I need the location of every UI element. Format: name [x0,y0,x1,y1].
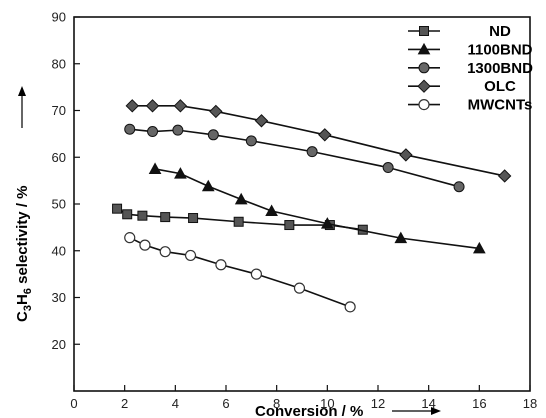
data-point-nd [112,203,123,214]
series-olc [125,99,512,183]
y-tick-label: 30 [52,290,66,305]
data-point-nd [188,213,199,224]
axis-ticks: 0 2 4 6 8 10 12 14 16 18 20 30 40 50 60 70 80 90 [52,10,538,412]
data-point-mwcnts [184,249,197,262]
data-point-1100bnd [201,179,215,192]
data-point-1300bnd [207,129,219,141]
series-1100bnd [148,162,486,254]
series-mwcnts [124,232,356,313]
x-tick-label: 10 [320,396,334,411]
y-label-mid: H [14,294,31,305]
data-point-1300bnd [453,181,465,193]
y-tick-label: 80 [52,56,66,71]
legend-marker-olc [417,79,431,93]
legend-marker-mwcnts [418,98,430,111]
y-tick-label: 20 [52,337,66,352]
series-1300bnd [124,123,465,193]
data-point-olc [497,169,512,183]
series-line-olc [132,105,505,177]
data-point-1100bnd [472,241,486,254]
x-tick-label: 16 [472,396,486,411]
y-label-sub2: 6 [22,288,34,294]
data-point-mwcnts [159,246,171,258]
y-label-prefix: C [14,311,31,322]
data-point-nd [122,209,133,220]
y-axis-label: C3H6 selectivity / % [14,186,34,323]
data-point-mwcnts [344,301,356,313]
y-label-sub1: 3 [22,305,34,311]
data-point-olc [209,104,223,119]
data-point-olc [399,148,413,162]
data-point-nd [284,220,295,231]
data-point-1100bnd [234,192,248,205]
legend-label-nd: ND [489,23,511,40]
legend-marker-nd [419,26,429,36]
data-point-1100bnd [320,217,334,229]
x-tick-label: 12 [371,396,385,411]
y-tick-label: 90 [52,10,66,25]
data-point-1100bnd [174,167,187,179]
data-point-olc [318,128,332,142]
data-point-olc [254,114,269,128]
legend-item-mwcnts: MWCNTs [408,97,532,114]
data-point-1100bnd [148,162,162,174]
legend-marker-1100bnd [417,42,431,55]
data-point-nd [233,216,244,227]
x-tick-label: 14 [421,396,435,411]
data-point-1300bnd [382,162,394,174]
data-point-olc [173,99,188,113]
legend-item-1300bnd: 1300BND [408,60,533,77]
legend-item-olc: OLC [408,78,516,95]
x-axis-arrow [392,407,441,415]
data-point-mwcnts [124,232,136,244]
data-point-nd [137,210,148,221]
data-point-mwcnts [139,239,151,251]
x-tick-label: 4 [172,396,179,411]
series-layer [112,99,512,313]
x-tick-label: 0 [70,396,77,411]
data-point-olc [145,99,160,113]
data-point-1300bnd [172,124,184,136]
data-point-1300bnd [124,123,136,135]
legend-label-olc: OLC [484,78,516,95]
y-tick-label: 60 [52,150,66,165]
series-line-1100bnd [154,168,480,250]
legend-label-1300bnd: 1300BND [467,60,533,77]
data-point-mwcnts [293,282,306,294]
series-nd [112,203,368,235]
data-point-mwcnts [250,268,262,280]
data-point-mwcnts [215,259,227,271]
x-tick-label: 18 [523,396,537,411]
legend-label-1100bnd: 1100BND [467,41,532,58]
x-axis-label: Conversion / % [255,403,363,418]
data-point-olc [125,99,139,113]
data-point-1300bnd [245,135,257,147]
x-tick-label: 2 [121,396,128,411]
y-tick-label: 40 [52,243,66,258]
x-tick-label: 8 [273,396,280,411]
legend-label-mwcnts: MWCNTs [468,97,533,114]
data-point-1300bnd [147,126,159,138]
y-tick-label: 50 [52,197,66,212]
data-point-1100bnd [394,231,408,244]
y-axis-arrow [18,86,26,128]
x-tick-label: 6 [222,396,229,411]
plot-frame [73,16,531,392]
data-point-nd [160,212,171,223]
legend-marker-1300bnd [418,62,430,74]
data-point-1100bnd [265,204,278,217]
legend-item-nd: ND [408,23,511,40]
y-tick-label: 70 [52,103,66,118]
data-point-1300bnd [306,146,318,158]
y-label-suffix: selectivity / % [14,186,31,289]
legend-item-1100bnd: 1100BND [408,41,533,58]
